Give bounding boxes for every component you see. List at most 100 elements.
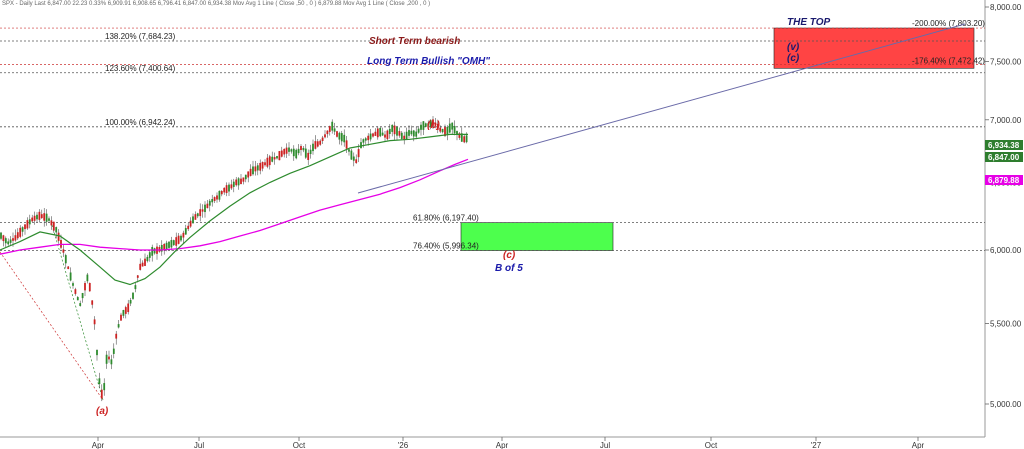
candle-body (91, 300, 94, 305)
candle-body (297, 148, 300, 154)
candle-body (350, 150, 353, 160)
candle-body (446, 126, 449, 135)
candle-body (129, 300, 132, 304)
candle-body (112, 348, 115, 354)
candle-body (160, 244, 163, 252)
price-badge-label: 6,847.00 (988, 153, 1020, 162)
y-tick-label: 7,000.00 (990, 116, 1022, 125)
candle-body (163, 243, 166, 251)
candle-body (62, 249, 65, 253)
candle-body (182, 232, 185, 238)
ma50-line (0, 133, 468, 286)
candle-body (451, 122, 454, 130)
y-tick-label: 5,000.00 (990, 400, 1022, 409)
candle-body (333, 128, 336, 132)
candle-body (196, 213, 199, 217)
candle-body (302, 147, 305, 151)
candle-body (343, 134, 346, 143)
candle-body (312, 143, 314, 152)
candle-body (259, 162, 262, 171)
candle-body (400, 132, 403, 139)
candle-body (271, 156, 274, 162)
candle-body (7, 241, 10, 245)
candle-body (52, 221, 55, 231)
candle-body (316, 141, 319, 147)
x-tick-label: Apr (912, 441, 925, 449)
candle-body (336, 131, 338, 137)
candle-body (26, 220, 29, 229)
candle-body (278, 151, 281, 161)
candle-body (266, 157, 269, 167)
x-tick-label: Oct (293, 441, 306, 449)
y-tick-label: 6,000.00 (990, 246, 1022, 255)
price-badge (985, 140, 1023, 150)
candle-body (230, 184, 233, 189)
candle-body (38, 211, 41, 220)
candle-body (153, 248, 156, 254)
candle-body (72, 283, 74, 286)
candle-body (103, 383, 106, 391)
candle-body (136, 275, 139, 278)
candle-body (319, 140, 322, 145)
candle-body (374, 131, 377, 136)
candle-body (117, 324, 120, 328)
price-badge-label: 6,879.88 (988, 176, 1020, 185)
x-tick-label: Oct (705, 441, 718, 449)
candle-body (448, 123, 451, 133)
candle-body (408, 130, 410, 136)
candle-body (292, 148, 295, 157)
candle-body (381, 132, 384, 136)
candle-body (424, 123, 427, 127)
candle-body (81, 292, 84, 299)
candle-body (24, 224, 26, 230)
candle-body (180, 235, 182, 241)
x-tick-label: Jul (600, 441, 610, 449)
candle-body (64, 255, 67, 264)
candle-body (170, 240, 173, 248)
candle-body (192, 216, 194, 224)
price-badge (985, 152, 1023, 162)
fib-label: 76.40% (5,996.34) (413, 242, 479, 251)
candle-body (141, 262, 144, 267)
candle-body (213, 197, 216, 202)
wave-c-low-label: (c) (503, 250, 516, 261)
candle-body (439, 127, 442, 132)
candle-body (324, 134, 326, 138)
candle-body (33, 215, 36, 221)
candle-body (79, 303, 82, 306)
candle-body (127, 303, 130, 313)
candle-body (124, 307, 127, 314)
candle-body (122, 310, 125, 316)
candle-body (48, 218, 50, 221)
candle-body (2, 235, 5, 242)
candle-body (204, 204, 206, 213)
candle-body (420, 124, 422, 130)
candle-body (331, 121, 334, 131)
candle-body (357, 149, 360, 158)
candle-body (43, 213, 46, 221)
y-tick-label: 7,500.00 (990, 58, 1022, 67)
y-tick-label: 8,000.00 (990, 3, 1022, 12)
fib-label: 123.60% (7,400.64) (105, 64, 176, 73)
candle-body (84, 283, 86, 291)
candle-body (50, 220, 53, 226)
candle-body (168, 241, 170, 248)
candle-body (261, 161, 264, 169)
candle-body (237, 178, 240, 186)
fib-label: 61.80% (6,197.40) (413, 214, 479, 223)
candle-body (372, 133, 374, 137)
candle-body (307, 152, 310, 160)
candle-body (21, 227, 24, 232)
x-tick-label: Jul (194, 441, 204, 449)
price-badge (985, 175, 1023, 185)
candle-body (254, 166, 257, 172)
candle-body (120, 314, 122, 321)
candle-body (55, 227, 58, 233)
candle-body (300, 146, 302, 151)
candle-body (369, 133, 372, 140)
fan-line (51, 224, 104, 401)
candle-body (14, 235, 17, 241)
candle-body (453, 125, 456, 134)
candle-body (88, 282, 91, 292)
